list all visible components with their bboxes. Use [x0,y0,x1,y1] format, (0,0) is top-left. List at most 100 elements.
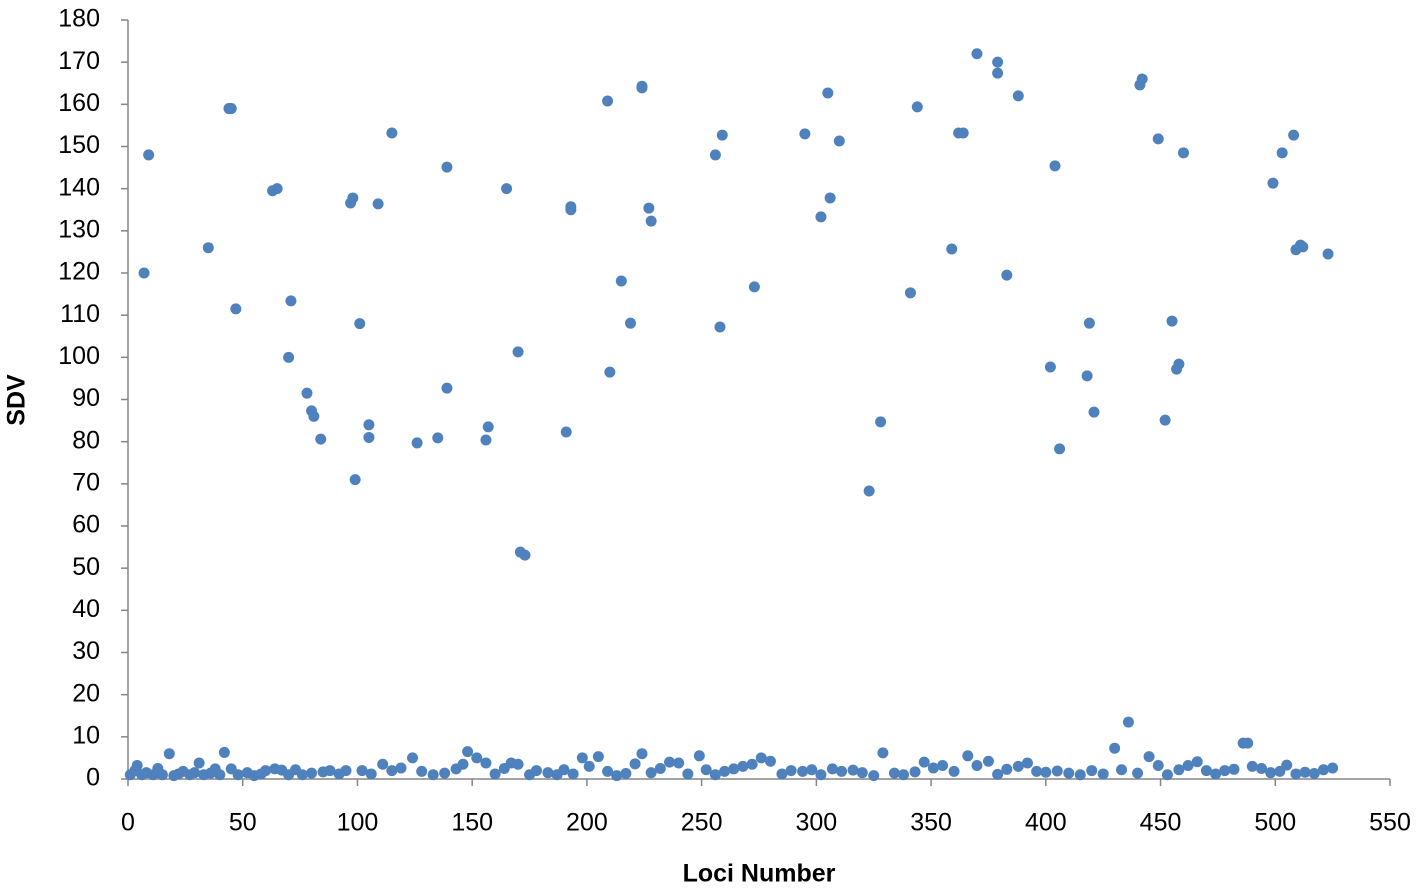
point [1097,768,1109,780]
x-tick-label: 350 [910,809,952,837]
point [315,433,327,445]
point [363,431,375,443]
y-tick-label: 40 [72,595,100,623]
point [1159,414,1171,426]
point [432,432,444,444]
y-tick-label: 180 [58,5,100,33]
point [1290,768,1302,780]
point [645,215,657,227]
point [560,426,572,438]
point [604,366,616,378]
y-tick-label: 50 [72,553,100,581]
point [815,769,827,781]
point [1001,763,1013,775]
point [214,769,226,781]
point [776,768,788,780]
point [1136,73,1148,85]
x-tick-label: 200 [566,809,608,837]
point [143,149,155,161]
point [356,765,368,777]
point [1086,765,1098,777]
point [764,755,776,767]
y-tick-label: 20 [72,679,100,707]
point [992,67,1004,79]
point [1308,768,1320,780]
point [636,748,648,760]
point [755,752,767,764]
point [296,769,308,781]
point [471,752,483,764]
x-tick-label: 400 [1025,809,1067,837]
point [480,434,492,446]
point [1288,129,1300,141]
point [1109,742,1121,754]
y-tick-label: 90 [72,384,100,412]
y-tick-label: 10 [72,721,100,749]
point [971,48,983,60]
point [643,202,655,214]
point [1177,147,1189,159]
point [1246,760,1258,772]
point [1182,760,1194,772]
x-tick-label: 150 [451,809,493,837]
point [1116,764,1128,776]
point [480,757,492,769]
point [992,768,1004,780]
point [877,747,889,759]
point [904,287,916,299]
point [193,757,205,769]
point [482,421,494,433]
y-tick-label: 80 [72,426,100,454]
point [746,758,758,770]
point [620,768,632,780]
point [937,760,949,772]
point [737,760,749,772]
point [806,764,818,776]
point [1044,361,1056,373]
point [1191,756,1203,768]
point [1276,147,1288,159]
point [946,243,958,255]
point [1161,769,1173,781]
point [815,211,827,223]
point [682,768,694,780]
point [1152,760,1164,772]
point [728,763,740,775]
y-tick-label: 70 [72,468,100,496]
point [1242,737,1254,749]
point [1040,766,1052,778]
y-tick-label: 170 [58,47,100,75]
point [1049,160,1061,172]
point [847,764,859,776]
point [1088,406,1100,418]
point [1265,767,1277,779]
point [189,767,201,779]
point [340,765,352,777]
point [948,765,960,777]
point [377,758,389,770]
point [462,746,474,758]
point [512,758,524,770]
point [888,767,900,779]
point [719,765,731,777]
point [629,758,641,770]
point [833,135,845,147]
point [411,437,423,449]
point [971,760,983,772]
point [530,765,542,777]
y-tick-label: 150 [58,131,100,159]
point [982,755,994,767]
point [457,758,469,770]
point [1083,317,1095,329]
point [824,192,836,204]
point [519,549,531,561]
point [1021,757,1033,769]
point [898,769,910,781]
point [927,762,939,774]
point [592,751,604,763]
point [602,95,614,107]
point [1322,248,1334,260]
point [163,748,175,760]
point [301,387,313,399]
